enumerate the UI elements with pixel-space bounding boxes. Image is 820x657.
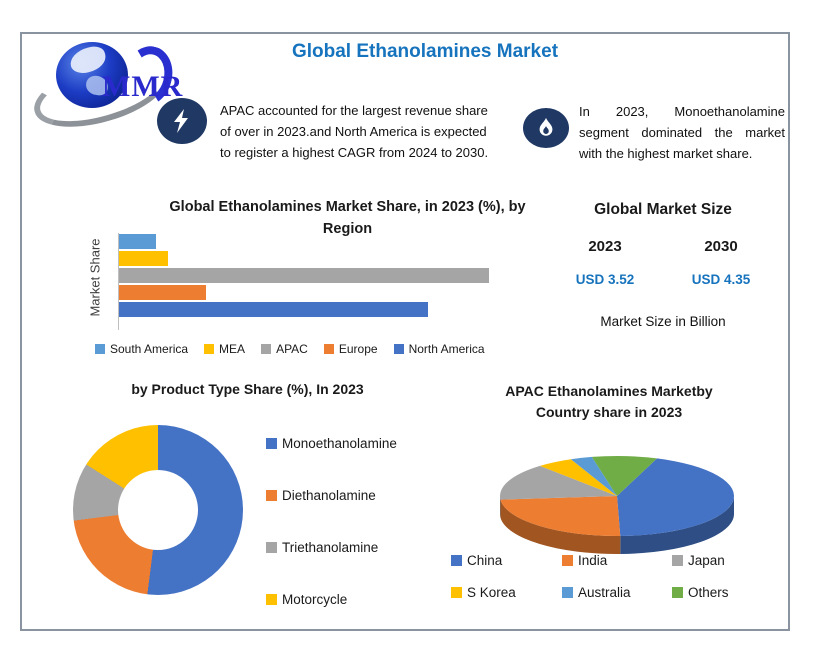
market-size-note: Market Size in Billion — [600, 314, 726, 329]
legend-swatch — [95, 344, 105, 354]
legend-swatch — [266, 542, 277, 553]
legend-label: Japan — [688, 553, 725, 568]
market-size-year: 2023 — [588, 238, 622, 255]
legend-item-india: India — [562, 553, 672, 568]
apac-pie-legend: China India Japan S Korea Australia Others — [451, 553, 782, 600]
page-border — [20, 32, 790, 631]
callout-mono-text: In 2023, Monoethanolamine segment domina… — [579, 101, 785, 164]
legend-label: APAC — [276, 342, 308, 356]
pie-slice-s-korea — [539, 459, 617, 496]
legend-swatch — [562, 555, 573, 566]
legend-item-diethanolamine: Diethanolamine — [266, 488, 397, 503]
donut-hole — [118, 470, 198, 550]
legend-label: Others — [688, 585, 729, 600]
legend-item-motorcycle: Motorcycle — [266, 592, 397, 607]
apac-pie-title: APAC Ethanolamines Marketby Country shar… — [505, 383, 713, 420]
callout-apac-line3: to register a highest CAGR from 2024 to … — [220, 145, 489, 160]
legend-label: Australia — [578, 585, 631, 600]
legend-label: North America — [408, 342, 485, 356]
pie-slice-japan — [500, 465, 617, 500]
page-title: Global Ethanolamines Market — [291, 41, 559, 62]
legend-label: Diethanolamine — [282, 488, 376, 503]
legend-item-japan: Japan — [672, 553, 782, 568]
legend-swatch — [672, 587, 683, 598]
legend-swatch — [266, 594, 277, 605]
legend-label: China — [467, 553, 503, 568]
bar-europe — [119, 285, 206, 300]
flame-icon — [523, 108, 569, 148]
bar-north-america — [119, 302, 428, 317]
pie-slice-australia — [570, 456, 617, 496]
product-donut-title: by Product Type Share (%), In 2023 — [131, 381, 364, 397]
bar-apac — [119, 268, 489, 283]
callout-apac-line1: APAC accounted for the largest revenue s… — [220, 103, 488, 118]
pie-wall-china — [620, 496, 734, 554]
callout-apac-text: APAC accounted for the largest revenue s… — [220, 100, 520, 163]
legend-item-europe: Europe — [323, 342, 378, 356]
legend-item-apac: APAC — [261, 342, 308, 356]
legend-item-mea: MEA — [204, 342, 245, 356]
globe-icon — [56, 42, 128, 108]
legend-item-australia: Australia — [562, 585, 672, 600]
callout-mono-line1: In 2023, Monoethanolamine — [579, 104, 785, 119]
legend-swatch — [451, 555, 462, 566]
legend-swatch — [261, 344, 272, 354]
legend-item-china: China — [451, 553, 562, 568]
legend-swatch — [266, 490, 277, 501]
legend-swatch — [451, 587, 462, 598]
legend-swatch — [672, 555, 683, 566]
legend-label: South America — [110, 342, 189, 356]
legend-label: S Korea — [467, 585, 516, 600]
legend-label: Monoethanolamine — [282, 436, 397, 451]
legend-swatch — [562, 587, 573, 598]
legend-item-monoethanolamine: Monoethanolamine — [266, 436, 397, 451]
region-bar-legend: South America MEA APAC Europe North America — [95, 342, 535, 356]
bar-mea — [119, 251, 168, 266]
market-size-year: 2030 — [704, 238, 738, 255]
legend-item-others: Others — [672, 585, 782, 600]
region-bar-ylabel: Market Share — [87, 238, 103, 317]
legend-label: MEA — [219, 342, 246, 356]
legend-item-south-america: South America — [95, 342, 188, 356]
legend-swatch — [204, 344, 215, 354]
legend-swatch — [393, 344, 404, 354]
region-bar-plot — [119, 234, 489, 317]
bar-south-america — [119, 234, 156, 249]
legend-item-triethanolamine: Triethanolamine — [266, 540, 397, 555]
legend-swatch — [266, 438, 277, 449]
legend-label: India — [578, 553, 608, 568]
callout-apac-line2: of over in 2023.and North America is exp… — [220, 124, 487, 139]
callout-mono-line3: with the highest market share. — [579, 146, 753, 161]
apac-pie — [495, 438, 740, 563]
region-bar-title: Global Ethanolamines Market Share, in 20… — [169, 199, 526, 237]
pie-slice-others — [591, 456, 658, 496]
apac-pie-svg — [500, 456, 734, 554]
pie-wall-india — [500, 499, 621, 554]
region-bar-axis — [118, 233, 119, 330]
market-size-title: Global Market Size — [594, 201, 732, 218]
callout-mono-line2: segment dominated the market — [579, 125, 785, 140]
lightning-icon — [157, 98, 207, 144]
mmr-logo: MMR — [26, 38, 210, 140]
market-size-value: USD 3.52 — [575, 272, 635, 287]
market-size-2023: 2023 USD 3.52 — [547, 238, 663, 287]
logo-text: MMR — [102, 70, 184, 103]
product-donut-legend: Monoethanolamine Diethanolamine Triethanol… — [266, 436, 397, 607]
legend-label: Europe — [338, 342, 378, 356]
legend-item-north-america: North America — [393, 342, 485, 356]
pie-slice-china — [617, 458, 734, 536]
market-size-2030: 2030 USD 4.35 — [663, 238, 779, 287]
market-size-value: USD 4.35 — [691, 272, 751, 287]
pie-slice-india — [500, 496, 621, 536]
product-donut — [73, 425, 243, 595]
legend-swatch — [323, 344, 334, 354]
legend-item-s-korea: S Korea — [451, 585, 562, 600]
legend-label: Triethanolamine — [282, 540, 379, 555]
legend-label: Motorcycle — [282, 592, 348, 607]
